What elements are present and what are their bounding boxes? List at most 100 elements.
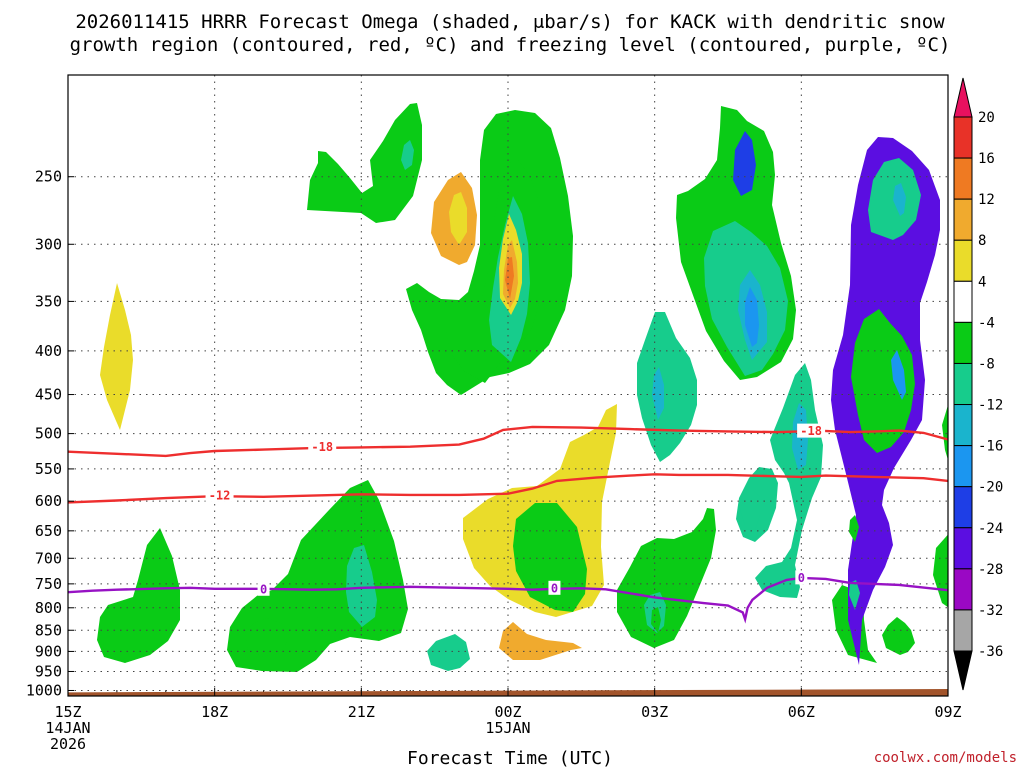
colorbar-swatch	[953, 239, 973, 282]
omega-region--12	[346, 545, 377, 627]
contour-freezing-level-0	[68, 576, 948, 624]
x-tick-label: 06Z	[788, 703, 815, 721]
contour-label-bg	[797, 423, 826, 438]
contour-label: 0	[260, 582, 267, 596]
colorbar-label: -12	[978, 398, 1003, 414]
colorbar-label: -20	[978, 480, 1003, 496]
omega-region--8	[851, 309, 915, 453]
y-tick-label: 650	[35, 522, 62, 540]
omega-region--8	[97, 528, 180, 663]
colorbar-label: 16	[978, 151, 995, 167]
contour-label-bg	[205, 487, 234, 502]
x-tick-label: 2026	[50, 735, 86, 753]
colorbar-swatch	[953, 198, 973, 241]
x-tick-label: 14JAN	[45, 719, 90, 737]
omega-region--8	[513, 503, 587, 612]
omega-region--16	[893, 183, 906, 216]
x-axis-label: Forecast Time (UTC)	[407, 748, 613, 768]
contour-label: 0	[798, 571, 805, 585]
colorbar-swatch	[953, 568, 973, 611]
x-tick-label: 09Z	[934, 703, 961, 721]
y-tick-label: 350	[35, 292, 62, 310]
contour-labels: -18 -12 0 0 -18 0	[205, 423, 826, 596]
omega-region--20	[891, 350, 906, 400]
y-tick-label: 750	[35, 575, 62, 593]
x-tick-label: 03Z	[641, 703, 668, 721]
colorbar-swatch	[953, 527, 973, 570]
colorbar-label: -28	[978, 562, 1003, 578]
omega-region-8	[499, 622, 582, 660]
y-tick-label: 450	[35, 386, 62, 404]
omega-region--8	[849, 515, 859, 542]
contour-label-bg	[257, 581, 270, 596]
omega-region-4	[453, 200, 463, 235]
colorbar-label: -32	[978, 603, 1003, 619]
contour-label: -18	[800, 424, 822, 438]
colorbar-label: -4	[978, 315, 995, 331]
colorbar: 20 16 12 8 4 -4 -8 -12 -16 -20 -24 -28 -32 -36	[953, 77, 1003, 691]
colorbar-top-triangle	[953, 77, 973, 118]
omega-region--20	[745, 287, 759, 347]
omega-region--12	[401, 140, 414, 170]
x-tick-label: 15JAN	[485, 719, 530, 737]
omega-region--8	[548, 590, 562, 610]
x-tick-label: 21Z	[348, 703, 375, 721]
colorbar-label: -36	[978, 644, 1003, 660]
colorbar-swatch	[953, 404, 973, 447]
x-tick-label: 15Z	[54, 703, 81, 721]
omega-shading	[97, 103, 948, 672]
contour-label: 0	[551, 581, 558, 595]
colorbar-swatch	[953, 362, 973, 406]
contour-label-bg	[795, 570, 808, 585]
omega-region--8	[313, 617, 327, 636]
omega-region--24	[733, 131, 756, 196]
omega-region--12	[427, 634, 470, 671]
credit-text: coolwx.com/models	[874, 750, 1017, 766]
colorbar-label: -24	[978, 521, 1003, 537]
colorbar-swatch	[953, 157, 973, 200]
y-tick-label: 500	[35, 425, 62, 443]
contour-label: -18	[311, 440, 333, 454]
omega-region-12	[505, 257, 514, 299]
contour-dendritic--12	[68, 473, 948, 504]
y-tick-label: 700	[35, 549, 62, 567]
colorbar-swatch	[953, 445, 973, 488]
omega-region-4	[100, 283, 133, 430]
contour-label-bg	[548, 580, 561, 595]
chart-title-line-2: growth region (contoured, red, ºC) and f…	[70, 34, 951, 56]
contour-lines	[68, 425, 948, 624]
colorbar-swatch	[953, 280, 973, 323]
colorbar-label: -8	[978, 356, 995, 372]
x-tick-label: 00Z	[494, 703, 521, 721]
omega-region--12	[849, 580, 860, 610]
y-tick-label: 550	[35, 460, 62, 478]
omega-region--8	[651, 607, 661, 633]
x-tick-label: 18Z	[201, 703, 228, 721]
y-axis: 250 300 350 400 450 500 550 600 650 700 750 800 850 9…	[26, 168, 74, 699]
omega-region--8	[307, 103, 422, 223]
colorbar-swatch	[953, 486, 973, 529]
colorbar-label: 4	[978, 274, 986, 290]
omega-region--12	[740, 490, 760, 530]
y-tick-label: 1000	[26, 681, 62, 699]
y-tick-label: 850	[35, 621, 62, 639]
omega-region--12	[637, 312, 697, 462]
colorbar-label: 12	[978, 192, 995, 208]
colorbar-bottom-triangle	[953, 650, 973, 691]
colorbar-label: -16	[978, 439, 1003, 455]
contour-label-bg	[308, 439, 337, 454]
colorbar-label: 20	[978, 110, 995, 126]
y-tick-label: 400	[35, 342, 62, 360]
y-tick-label: 250	[35, 168, 62, 186]
omega-region--8	[617, 508, 716, 648]
contour-label: -12	[209, 488, 231, 502]
y-tick-label: 950	[35, 662, 62, 680]
omega-region--8	[942, 405, 948, 460]
y-tick-label: 900	[35, 642, 62, 660]
colorbar-swatch	[953, 116, 973, 159]
colorbar-label: 8	[978, 233, 986, 249]
colorbar-swatch	[953, 609, 973, 652]
y-tick-label: 300	[35, 235, 62, 253]
